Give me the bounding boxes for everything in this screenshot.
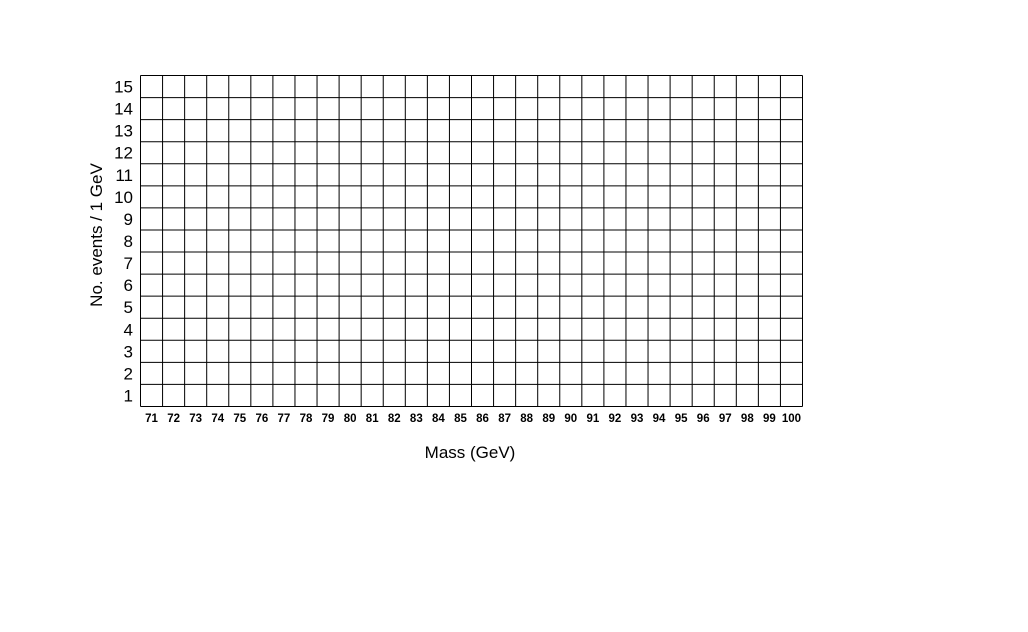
x-tick-label: 74 (211, 413, 224, 425)
x-tick-label: 92 (609, 413, 622, 425)
y-tick-label: 1 (124, 386, 133, 405)
y-tick-label: 15 (114, 78, 133, 97)
x-tick-label: 76 (255, 413, 268, 425)
x-tick-label: 86 (476, 413, 489, 425)
x-tick-labels: 71 72 73 74 75 76 77 78 79 80 81 82 83 84 85 86 87 88 89 90… (145, 413, 801, 425)
x-tick-label: 88 (520, 413, 533, 425)
y-tick-label: 10 (114, 188, 133, 207)
x-tick-label: 89 (542, 413, 555, 425)
y-tick-label: 12 (114, 144, 133, 163)
x-tick-label: 95 (675, 413, 688, 425)
x-tick-label: 84 (432, 413, 445, 425)
y-tick-label: 11 (115, 166, 133, 185)
y-tick-label: 13 (114, 122, 133, 141)
x-tick-label: 85 (454, 413, 467, 425)
x-axis-label: Mass (GeV) (425, 443, 516, 462)
x-tick-label: 100 (782, 413, 801, 425)
x-tick-label: 96 (697, 413, 710, 425)
y-tick-label: 7 (124, 254, 133, 273)
x-tick-label: 82 (388, 413, 401, 425)
x-tick-label: 79 (322, 413, 335, 425)
x-tick-label: 71 (145, 413, 158, 425)
y-tick-label: 5 (124, 298, 133, 317)
y-tick-label: 14 (114, 100, 133, 119)
x-tick-label: 93 (631, 413, 644, 425)
x-tick-label: 77 (278, 413, 291, 425)
x-tick-label: 99 (763, 413, 776, 425)
y-axis-label: No. events / 1 GeV (87, 163, 106, 307)
x-tick-label: 83 (410, 413, 423, 425)
y-tick-label: 8 (124, 232, 133, 251)
y-tick-label: 6 (124, 276, 133, 295)
x-tick-label: 98 (741, 413, 754, 425)
x-tick-label: 97 (719, 413, 732, 425)
x-tick-label: 80 (344, 413, 357, 425)
x-tick-label: 75 (233, 413, 246, 425)
x-tick-label: 90 (564, 413, 577, 425)
x-tick-label: 78 (300, 413, 313, 425)
y-tick-label: 2 (124, 364, 133, 383)
x-tick-label: 73 (189, 413, 202, 425)
x-tick-label: 94 (653, 413, 666, 425)
y-tick-label: 9 (124, 210, 133, 229)
grid (140, 75, 803, 407)
y-tick-label: 4 (124, 320, 133, 339)
x-tick-label: 87 (498, 413, 511, 425)
x-tick-label: 91 (586, 413, 599, 425)
x-tick-label: 81 (366, 413, 379, 425)
x-tick-label: 72 (167, 413, 180, 425)
y-tick-label: 3 (124, 342, 133, 361)
